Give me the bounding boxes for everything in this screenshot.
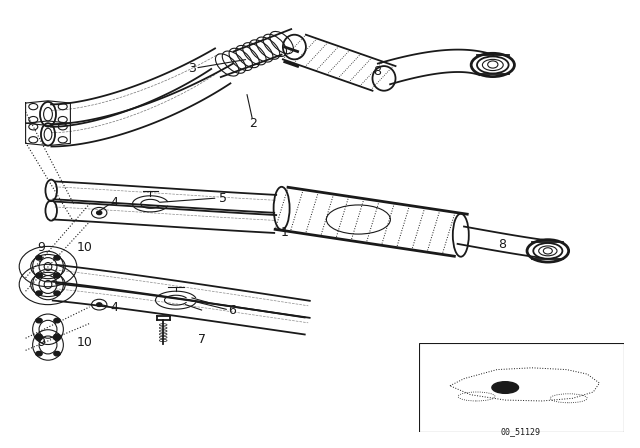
- Text: 00_51129: 00_51129: [501, 427, 541, 436]
- Text: 4: 4: [110, 301, 118, 314]
- Circle shape: [36, 351, 42, 356]
- Text: 10: 10: [77, 336, 92, 349]
- Text: 9: 9: [37, 336, 45, 349]
- Circle shape: [36, 319, 42, 323]
- Circle shape: [36, 334, 42, 339]
- Circle shape: [54, 334, 60, 339]
- Text: 3: 3: [188, 61, 196, 75]
- Circle shape: [36, 291, 42, 295]
- Circle shape: [54, 351, 60, 356]
- Circle shape: [54, 274, 60, 278]
- Circle shape: [36, 336, 42, 340]
- Text: 5: 5: [219, 191, 227, 205]
- Text: 10: 10: [77, 241, 92, 254]
- Circle shape: [97, 303, 102, 306]
- Text: 8: 8: [374, 65, 381, 78]
- Circle shape: [54, 273, 60, 277]
- Text: 1: 1: [281, 225, 289, 239]
- Text: 8: 8: [499, 237, 506, 251]
- Circle shape: [54, 319, 60, 323]
- Circle shape: [36, 274, 42, 278]
- Text: 6: 6: [228, 304, 236, 318]
- Circle shape: [54, 336, 60, 340]
- Circle shape: [36, 273, 42, 277]
- Text: 9: 9: [37, 241, 45, 254]
- Circle shape: [492, 382, 518, 393]
- Text: 4: 4: [110, 196, 118, 209]
- Circle shape: [54, 256, 60, 260]
- Circle shape: [54, 291, 60, 295]
- Circle shape: [97, 211, 102, 215]
- Circle shape: [36, 256, 42, 260]
- Text: 2: 2: [249, 116, 257, 130]
- Text: 7: 7: [198, 332, 205, 346]
